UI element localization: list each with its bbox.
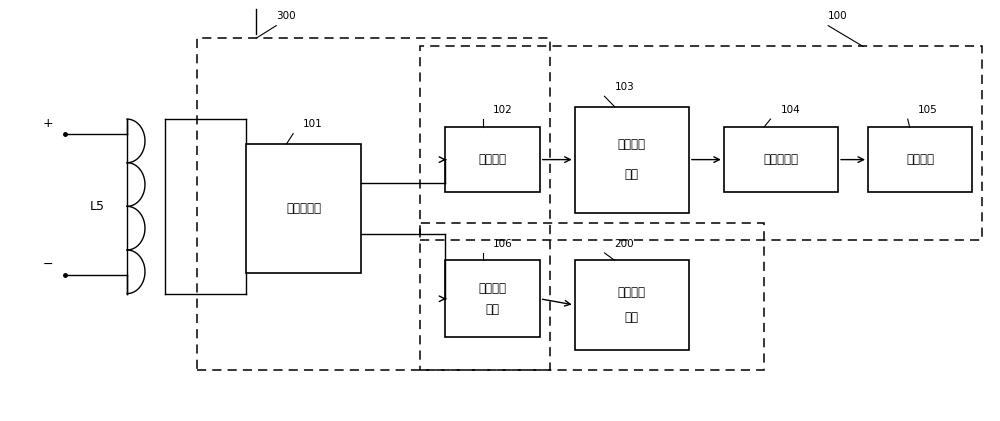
Text: 电量计算: 电量计算 — [618, 286, 646, 299]
Text: L5: L5 — [90, 200, 105, 213]
Text: 300: 300 — [276, 11, 296, 21]
Bar — [724, 128, 838, 192]
Text: 106: 106 — [493, 239, 513, 249]
Text: 电流采样: 电流采样 — [479, 282, 507, 295]
Bar — [445, 260, 540, 337]
Bar — [246, 144, 361, 273]
Text: 102: 102 — [493, 105, 513, 115]
Bar — [197, 38, 550, 370]
Text: 103: 103 — [614, 82, 634, 92]
Text: 微处理单元: 微处理单元 — [763, 153, 798, 166]
Bar — [575, 107, 689, 213]
Text: 电流互感器: 电流互感器 — [286, 202, 321, 215]
Bar — [420, 46, 982, 240]
Text: 波形调整: 波形调整 — [618, 138, 646, 151]
Text: 104: 104 — [780, 105, 800, 115]
Text: 105: 105 — [918, 105, 937, 115]
Text: 电路: 电路 — [625, 311, 639, 324]
Text: −: − — [42, 258, 53, 271]
Bar — [420, 223, 764, 370]
Bar — [868, 128, 972, 192]
Text: 报警单元: 报警单元 — [906, 153, 934, 166]
Text: 200: 200 — [614, 239, 634, 249]
Text: 单元: 单元 — [486, 303, 500, 316]
Bar — [575, 260, 689, 350]
Text: 单元: 单元 — [625, 168, 639, 181]
Text: 101: 101 — [303, 120, 323, 130]
Text: +: + — [42, 117, 53, 130]
Text: 100: 100 — [828, 11, 848, 21]
Bar — [445, 128, 540, 192]
Text: 滤波单元: 滤波单元 — [479, 153, 507, 166]
